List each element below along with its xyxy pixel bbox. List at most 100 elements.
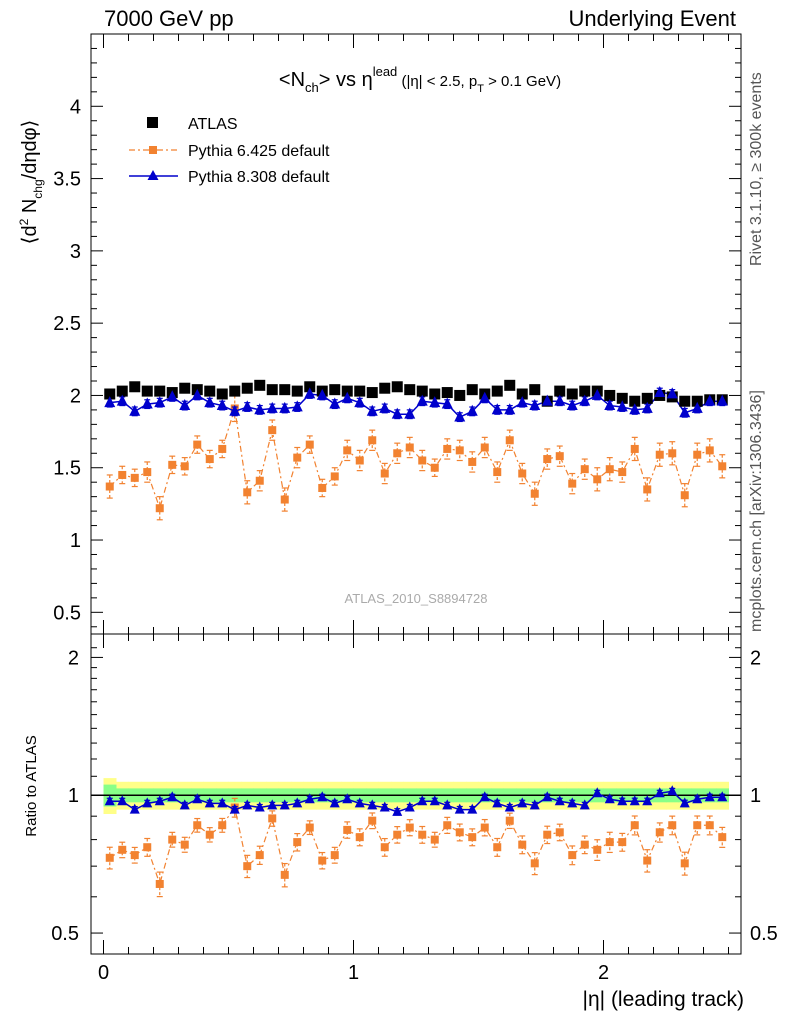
pythia6-main-point <box>443 444 452 453</box>
pythia8-main-point <box>566 398 578 410</box>
pythia8-ratio-point <box>217 797 228 808</box>
atlas-main-point <box>204 385 216 397</box>
pythia8-main-point <box>541 394 553 406</box>
legend-label-atlas: ATLAS <box>188 116 238 133</box>
atlas-main-point <box>391 381 403 393</box>
pythia6-main-point <box>418 456 427 465</box>
pythia6-main-point <box>243 488 252 497</box>
pythia6-main-point <box>705 446 714 455</box>
ratio-y-tick-label-right: 0.5 <box>750 923 778 945</box>
pythia6-main-point <box>355 456 364 465</box>
legend-marker-pythia8 <box>147 170 159 180</box>
pythia6-ratio-point <box>343 825 352 834</box>
plot-title: <Nch> vs ηlead (|η| < 2.5, pT > 0.1 GeV) <box>279 64 561 95</box>
atlas-main-point <box>441 387 453 399</box>
pythia8-ratio-point <box>417 795 428 806</box>
pythia8-main-point <box>316 388 328 400</box>
pythia6-ratio-point <box>443 821 452 830</box>
pythia6-ratio-point <box>593 845 602 854</box>
pythia8-main-point <box>404 407 416 419</box>
pythia8-ratio-point <box>579 799 590 810</box>
main-y-tick-label: 1.5 <box>53 458 81 480</box>
pythia6-ratio-point <box>555 828 564 837</box>
pythia6-main-point <box>555 452 564 461</box>
pythia6-main-point <box>580 465 589 474</box>
legend-marker-pythia6 <box>149 146 157 154</box>
pythia6-ratio-point <box>193 821 202 830</box>
pythia8-ratio-point <box>479 791 490 802</box>
pythia8-ratio-point <box>167 791 178 802</box>
pythia8-ratio-point <box>442 799 453 810</box>
ratio-y-tick-label-left: 0.5 <box>51 923 79 945</box>
pythia6-ratio-point <box>218 821 227 830</box>
pythia6-ratio-point <box>180 840 189 849</box>
pythia6-ratio-point <box>618 838 627 847</box>
pythia8-ratio-point <box>267 799 278 810</box>
pythia8-ratio-point <box>679 797 690 808</box>
pythia6-ratio-point <box>330 851 339 860</box>
pythia8-main-point <box>529 398 541 410</box>
pythia8-ratio-point <box>529 799 540 810</box>
main-y-tick-label: 1 <box>70 530 81 552</box>
pythia8-ratio-point <box>504 801 515 812</box>
pythia8-main-point <box>679 406 691 418</box>
main-y-tick-label: 4 <box>70 96 81 118</box>
pythia6-main-point <box>543 455 552 464</box>
pythia8-main-point <box>504 403 516 415</box>
atlas-main-point <box>141 385 153 397</box>
pythia8-ratio-point <box>142 797 153 808</box>
pythia8-main-point <box>479 391 491 403</box>
main-y-tick-label: 0.5 <box>53 602 81 624</box>
pythia6-ratio-point <box>693 821 702 830</box>
pythia6-ratio-point <box>505 816 514 825</box>
pythia8-main-point <box>216 398 228 410</box>
pythia8-ratio-point <box>642 795 653 806</box>
pythia8-ratio-point <box>517 797 528 808</box>
pythia6-main-point <box>593 475 602 484</box>
pythia8-ratio-point <box>429 795 440 806</box>
pythia6-main-point <box>430 463 439 472</box>
pythia8-main-point <box>379 401 391 413</box>
pythia6-ratio-point <box>418 830 427 839</box>
pythia8-main-point <box>204 396 216 408</box>
pythia6-ratio-point <box>705 821 714 830</box>
pythia6-ratio-point <box>543 830 552 839</box>
pythia6-main-point <box>393 449 402 458</box>
atlas-main-point <box>504 379 516 391</box>
pythia8-ratio-point <box>629 795 640 806</box>
atlas-main-point <box>179 382 191 394</box>
x-tick-label: 0 <box>98 962 109 984</box>
pythia8-ratio-point <box>192 793 203 804</box>
x-tick-label: 2 <box>598 962 609 984</box>
atlas-main-point <box>516 388 528 400</box>
atlas-main-point <box>416 385 428 397</box>
atlas-main-point <box>279 384 291 396</box>
pythia8-ratio-point <box>204 797 215 808</box>
pythia8-main-point <box>391 407 403 419</box>
pythia8-ratio-point <box>404 801 415 812</box>
pythia6-ratio-point <box>455 828 464 837</box>
pythia6-main-point <box>668 449 677 458</box>
pythia6-ratio-point <box>718 833 727 842</box>
pythia6-main-point <box>655 450 664 459</box>
atlas-main-point <box>229 385 241 397</box>
pythia8-main-point <box>166 390 178 402</box>
ratio-y-tick-label-left: 2 <box>68 647 79 669</box>
pythia8-main-point <box>241 400 253 412</box>
pythia8-ratio-point <box>554 795 565 806</box>
pythia8-ratio-point <box>242 799 253 810</box>
pythia8-ratio-point <box>154 795 165 806</box>
main-y-tick-label: 2.5 <box>53 313 81 335</box>
pythia6-ratio-point <box>480 823 489 832</box>
pythia8-ratio-point <box>692 793 703 804</box>
pythia8-ratio-point <box>704 791 715 802</box>
pythia8-ratio-point <box>667 785 678 796</box>
pythia6-ratio-line <box>109 806 723 886</box>
pythia8-ratio-point <box>129 803 140 814</box>
pythia8-ratio-point <box>542 791 553 802</box>
pythia8-main-point <box>716 394 728 406</box>
pythia6-ratio-point <box>155 879 164 888</box>
pythia6-ratio-point <box>255 851 264 860</box>
pythia8-ratio-point <box>617 795 628 806</box>
pythia8-main-point <box>654 385 666 397</box>
